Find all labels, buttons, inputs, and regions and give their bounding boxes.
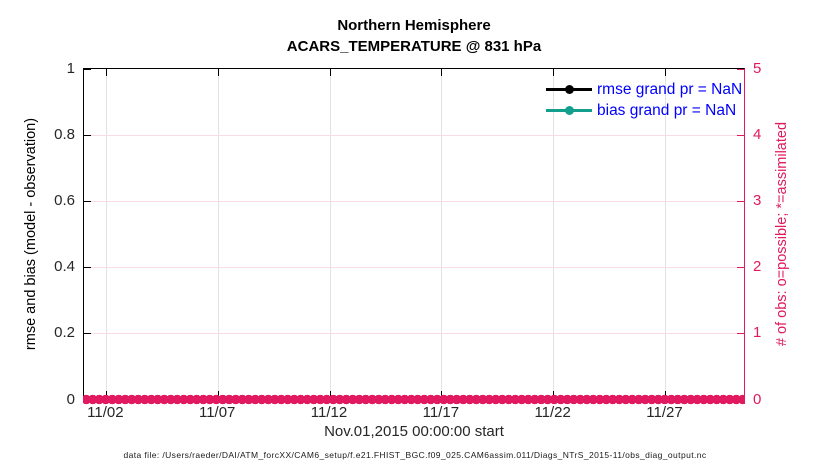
legend-swatch — [546, 79, 592, 100]
right-y-tick — [737, 200, 744, 202]
left-y-tick — [84, 134, 91, 136]
legend-marker-dot — [564, 106, 574, 115]
left-y-tick — [84, 68, 91, 70]
x-gridline — [441, 69, 443, 400]
legend-label: bias grand pr = NaN — [597, 101, 737, 119]
right-y-tick — [737, 68, 744, 70]
x-gridline — [553, 69, 555, 400]
x-tick-label: 11/07 — [198, 404, 236, 421]
right-y-tick-label: 1 — [753, 324, 762, 342]
right-y-tick — [737, 134, 744, 136]
left-y-tick-label: 0.6 — [54, 191, 75, 209]
left-y-tick — [84, 267, 91, 269]
y-gridline — [84, 333, 744, 335]
right-y-tick-label: 2 — [753, 258, 762, 276]
left-y-tick — [84, 200, 91, 202]
left-y-tick-label: 0.8 — [54, 125, 75, 143]
right-y-tick-label: 3 — [753, 191, 762, 209]
data-file-caption: data file: /Users/raeder/DAI/ATM_forcXX/… — [123, 450, 707, 460]
legend-entry: rmse grand pr = NaN — [546, 79, 742, 100]
x-tick-top — [329, 69, 331, 76]
right-y-tick — [737, 333, 744, 335]
x-tick-label: 11/02 — [87, 404, 124, 421]
obs-count-star-markers-band — [83, 393, 745, 405]
left-y-tick — [84, 333, 91, 335]
legend: rmse grand pr = NaN bias grand pr = NaN — [546, 79, 742, 121]
x-axis-label: Nov.01,2015 00:00:00 start — [324, 423, 504, 440]
left-y-axis-label: rmse and bias (model - observation) — [23, 117, 39, 351]
right-y-tick-label: 4 — [753, 125, 762, 143]
right-y-axis-label: # of obs: o=possible; *=assimilated — [774, 121, 790, 347]
right-y-tick — [737, 267, 744, 269]
x-gridline — [329, 69, 331, 400]
x-tick-top — [217, 69, 219, 76]
x-tick-label: 11/12 — [310, 404, 348, 421]
x-tick-label: 11/27 — [646, 404, 683, 421]
right-y-tick-label: 5 — [753, 59, 762, 77]
x-tick-top — [553, 69, 555, 76]
chart-title-line2: ACARS_TEMPERATURE @ 831 hPa — [286, 38, 542, 55]
left-y-tick-label: 0.2 — [54, 324, 75, 342]
chart-title-line1: Northern Hemisphere — [337, 17, 491, 34]
x-tick-top — [664, 69, 666, 76]
left-y-tick-label: 0.4 — [54, 258, 75, 276]
x-gridline — [664, 69, 666, 400]
y-gridline — [84, 200, 744, 202]
legend-marker-dot — [564, 85, 574, 94]
y-gridline — [84, 267, 744, 269]
chart-title: Northern Hemisphere ACARS_TEMPERATURE @ … — [83, 15, 745, 57]
x-tick-label: 11/17 — [422, 404, 460, 421]
x-gridline — [105, 69, 107, 400]
left-y-tick-label: 0 — [66, 390, 75, 408]
legend-entry: bias grand pr = NaN — [546, 100, 742, 121]
right-y-tick-label: 0 — [753, 390, 762, 408]
y-gridline — [84, 134, 744, 136]
x-tick-top — [441, 69, 443, 76]
plot-area: rmse grand pr = NaN bias grand pr = NaN — [83, 68, 745, 401]
x-tick-top — [105, 69, 107, 76]
left-y-tick-label: 1 — [66, 59, 75, 77]
x-tick-label: 11/22 — [534, 404, 571, 421]
x-gridline — [217, 69, 219, 400]
legend-label: rmse grand pr = NaN — [597, 80, 743, 98]
legend-swatch — [546, 100, 592, 121]
